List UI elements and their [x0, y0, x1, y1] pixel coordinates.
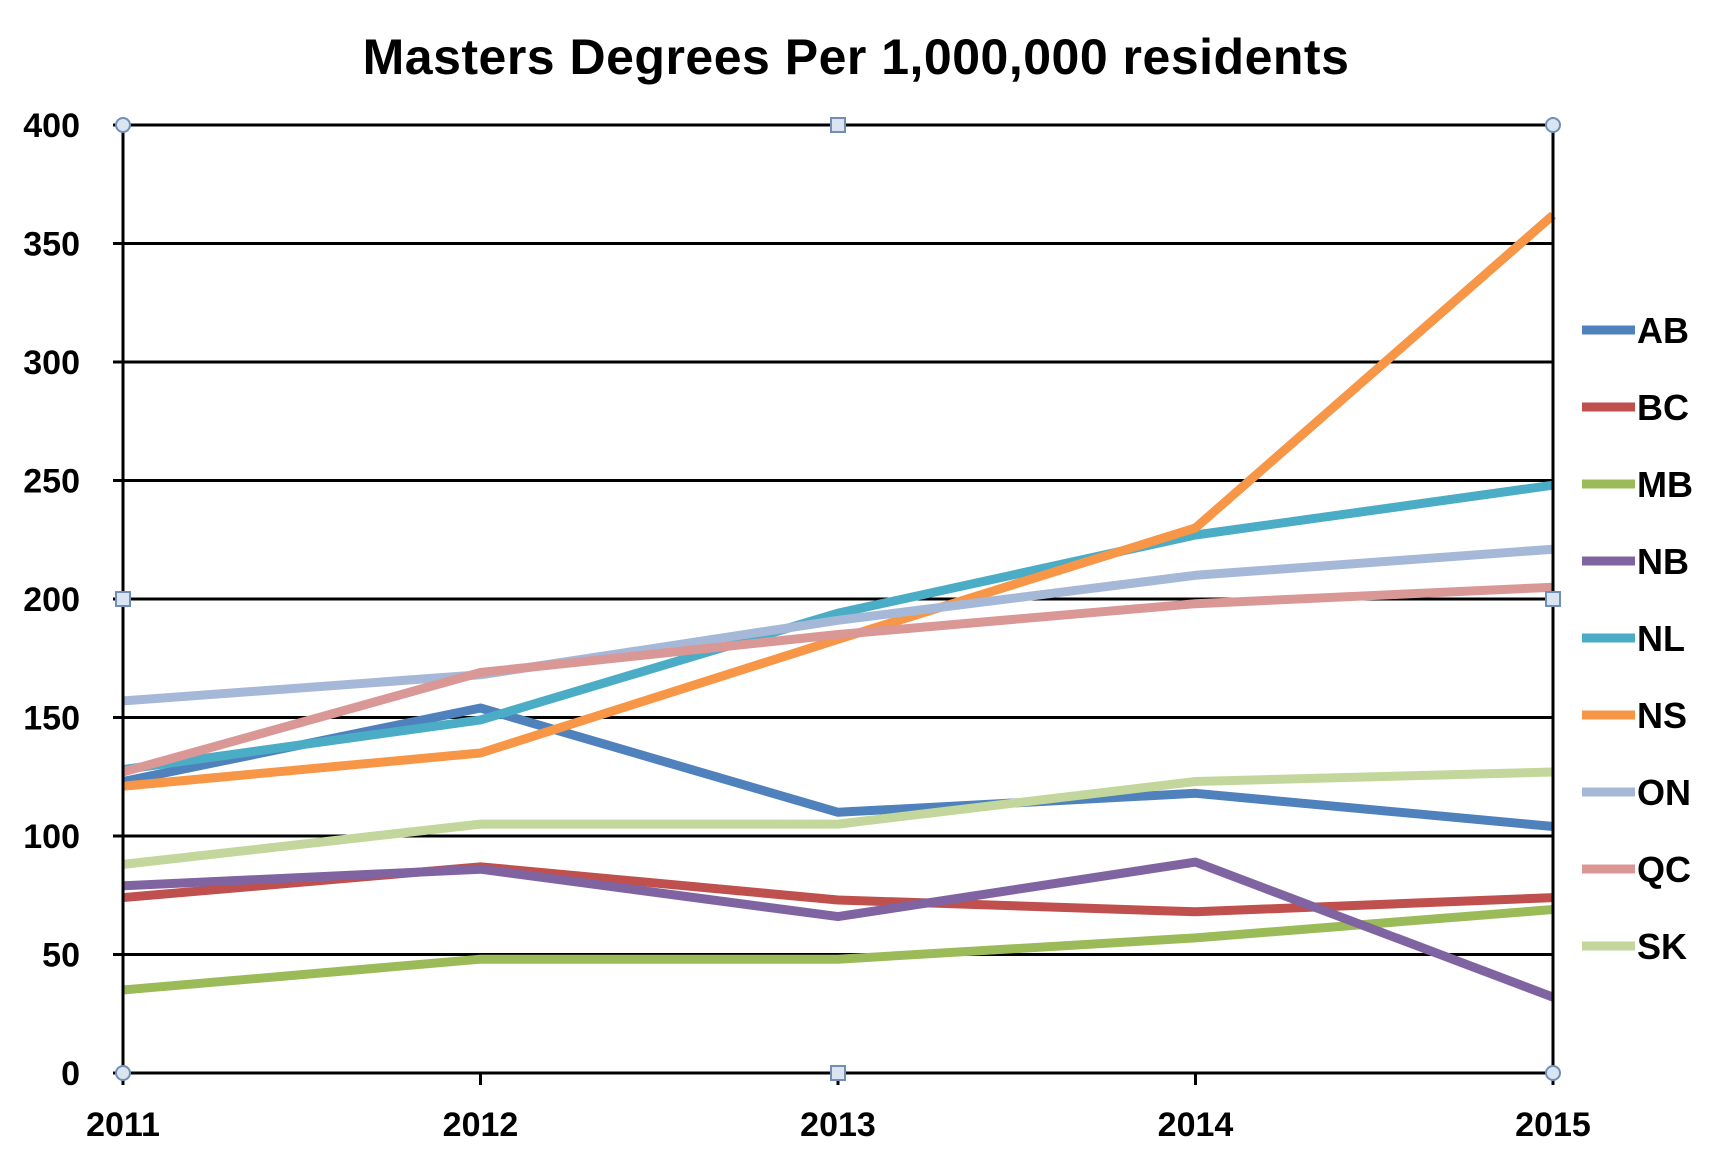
y-axis-ticks: 0 50 100 150 200 250 300 350 400 — [23, 107, 80, 1093]
series-line-nl — [122, 480, 1554, 775]
series-line-sk — [122, 767, 1554, 869]
x-tick-label: 2014 — [1158, 1106, 1234, 1144]
series-lines — [121, 211, 1556, 1002]
series-line-mb — [122, 905, 1554, 995]
x-axis-ticks: 2011 2012 2013 2014 2015 — [86, 1106, 1591, 1144]
y-tick-label: 300 — [23, 344, 80, 382]
resize-handle[interactable] — [115, 1065, 131, 1081]
legend-label-qc: QC — [1637, 849, 1691, 890]
legend-label-ns: NS — [1637, 695, 1687, 736]
legend-label-ab: AB — [1637, 310, 1689, 351]
legend: AB BC MB NB NL NS ON QC SK — [1582, 310, 1693, 967]
y-tick-label: 400 — [23, 107, 80, 145]
legend-label-bc: BC — [1637, 387, 1689, 428]
resize-handle[interactable] — [830, 1065, 846, 1081]
legend-label-on: ON — [1637, 772, 1691, 813]
x-tick-label: 2012 — [443, 1106, 519, 1144]
y-tick-label: 150 — [23, 700, 80, 738]
selection-handles[interactable] — [115, 117, 1561, 1081]
y-tick-label: 0 — [61, 1055, 80, 1093]
resize-handle[interactable] — [115, 591, 131, 607]
resize-handle[interactable] — [1545, 117, 1561, 133]
chart-title: Masters Degrees Per 1,000,000 residents — [362, 29, 1350, 85]
y-tick-label: 50 — [42, 937, 80, 975]
x-tick-label: 2015 — [1515, 1106, 1591, 1144]
y-tick-label: 350 — [23, 226, 80, 264]
y-tick-label: 250 — [23, 463, 80, 501]
axes — [121, 125, 1555, 1085]
series-line-on — [122, 544, 1554, 706]
resize-handle[interactable] — [1545, 1065, 1561, 1081]
resize-handle[interactable] — [115, 117, 131, 133]
series-line-nb — [122, 857, 1555, 1002]
series-line-qc — [121, 582, 1554, 777]
resize-handle[interactable] — [830, 117, 846, 133]
legend-label-mb: MB — [1637, 464, 1693, 505]
x-tick-label: 2011 — [86, 1106, 160, 1144]
series-line-ns — [122, 211, 1556, 791]
legend-label-nl: NL — [1637, 618, 1685, 659]
legend-label-nb: NB — [1637, 541, 1689, 582]
y-tick-label: 100 — [23, 818, 80, 856]
resize-handle[interactable] — [1545, 591, 1561, 607]
legend-label-sk: SK — [1637, 926, 1687, 967]
y-tick-label: 200 — [23, 581, 80, 619]
x-tick-label: 2013 — [800, 1106, 876, 1144]
